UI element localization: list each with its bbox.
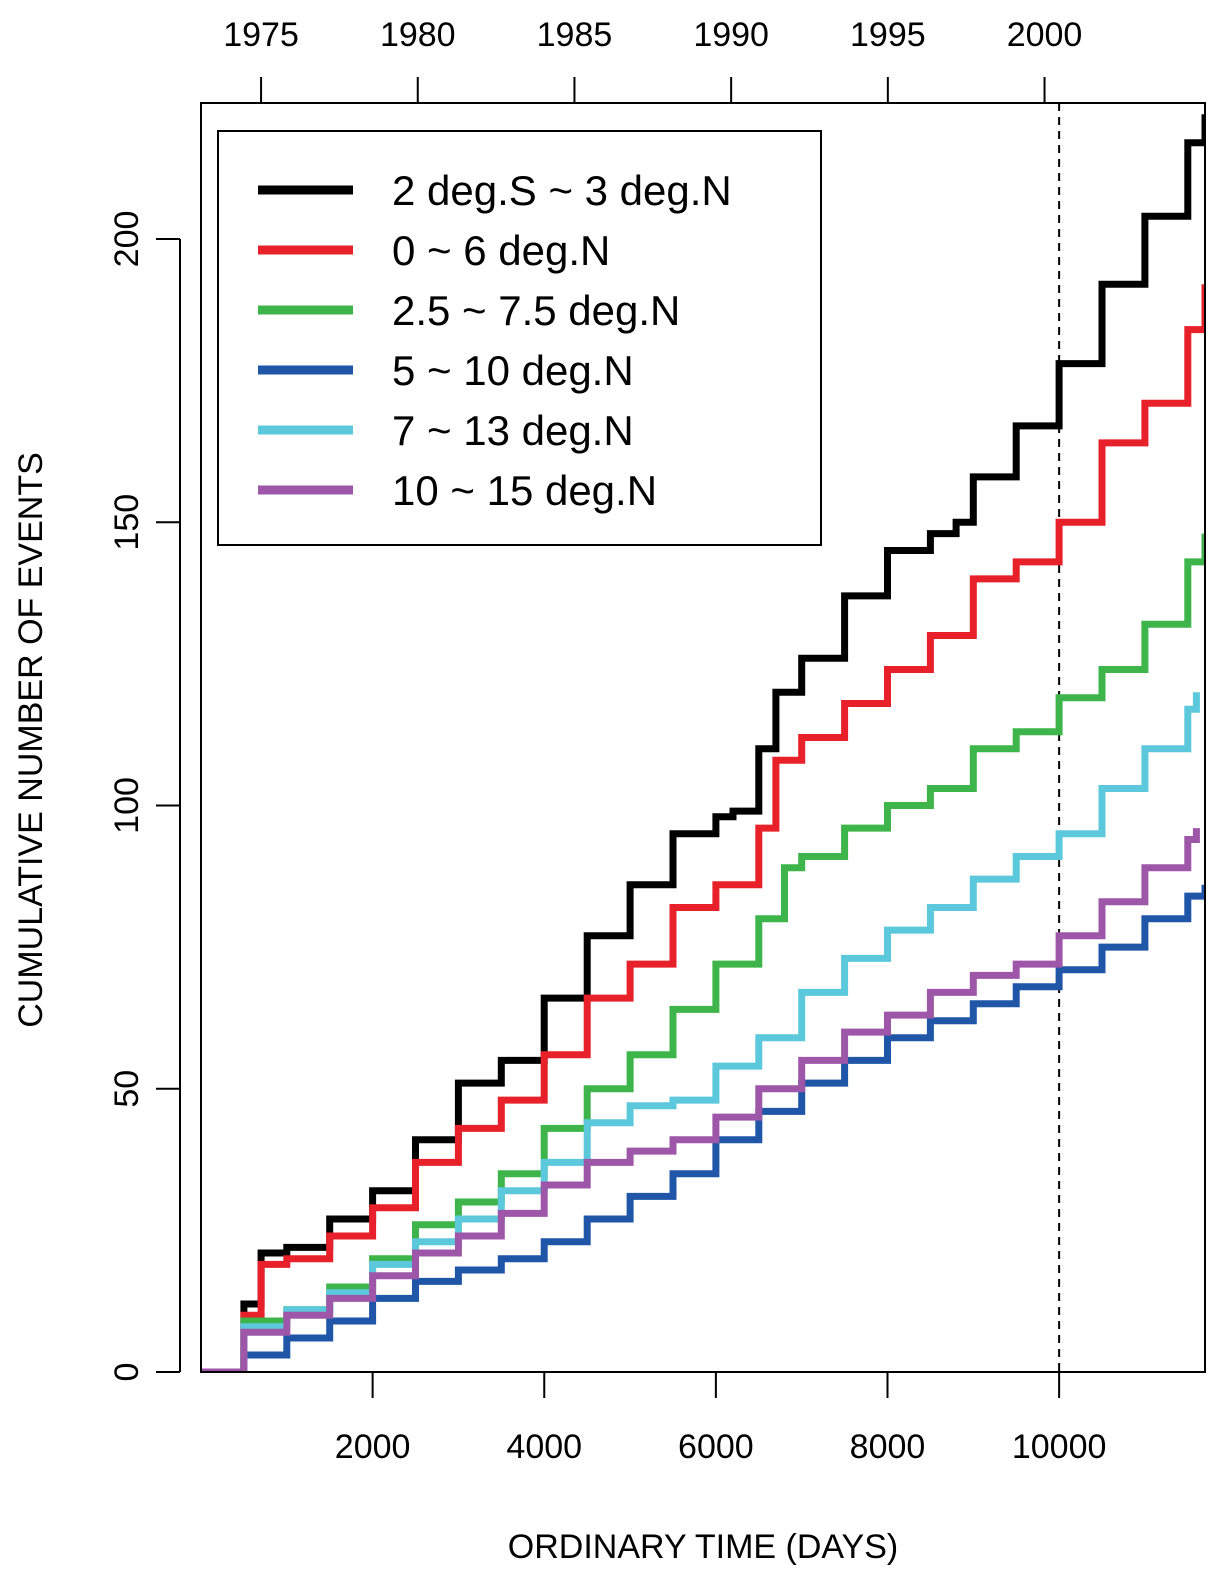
x-tick-label: 2000 (335, 1428, 411, 1466)
top-tick-label: 1975 (223, 16, 299, 54)
y-tick-label: 200 (108, 211, 146, 268)
x-tick-label: 4000 (506, 1428, 582, 1466)
legend-label-0: 2 deg.S ~ 3 deg.N (392, 167, 732, 214)
top-tick-label: 1990 (693, 16, 769, 54)
series-line-2 (201, 533, 1205, 1372)
legend-box (217, 130, 822, 546)
plot-frame (200, 102, 1206, 1373)
top-axis: 1975 1980 1985 1990 1995 2000 (223, 16, 1083, 104)
legend-label-1: 0 ~ 6 deg.N (392, 227, 610, 274)
legend-label-5: 10 ~ 15 deg.N (392, 467, 657, 514)
x-axis-title: ORDINARY TIME (DAYS) (508, 1528, 898, 1566)
x-tick-label: 6000 (678, 1428, 754, 1466)
legend: 2 deg.S ~ 3 deg.N 0 ~ 6 deg.N 2.5 ~ 7.5 de… (217, 130, 822, 546)
x-tick-label: 8000 (850, 1428, 926, 1466)
y-tick-label: 0 (108, 1363, 146, 1382)
y-axis: 0 50 100 150 200 (108, 211, 181, 1382)
y-tick-label: 150 (108, 494, 146, 551)
series-line-4 (201, 692, 1200, 1372)
legend-label-3: 5 ~ 10 deg.N (392, 347, 634, 394)
y-tick-label: 50 (108, 1070, 146, 1108)
y-tick-label: 100 (108, 777, 146, 834)
series-line-5 (201, 828, 1200, 1372)
legend-label-2: 2.5 ~ 7.5 deg.N (392, 287, 680, 334)
x-tick-label: 10000 (1012, 1428, 1107, 1466)
x-axis: 2000 4000 6000 8000 10000 (201, 1371, 1205, 1466)
series-line-1 (201, 284, 1205, 1372)
y-axis-title: CUMULATIVE NUMBER OF EVENTS (12, 452, 50, 1028)
top-tick-label: 1985 (537, 16, 613, 54)
top-tick-label: 2000 (1007, 16, 1083, 54)
top-tick-label: 1980 (380, 16, 456, 54)
legend-label-4: 7 ~ 13 deg.N (392, 407, 634, 454)
series-layer (201, 103, 1205, 1372)
top-tick-label: 1995 (850, 16, 926, 54)
